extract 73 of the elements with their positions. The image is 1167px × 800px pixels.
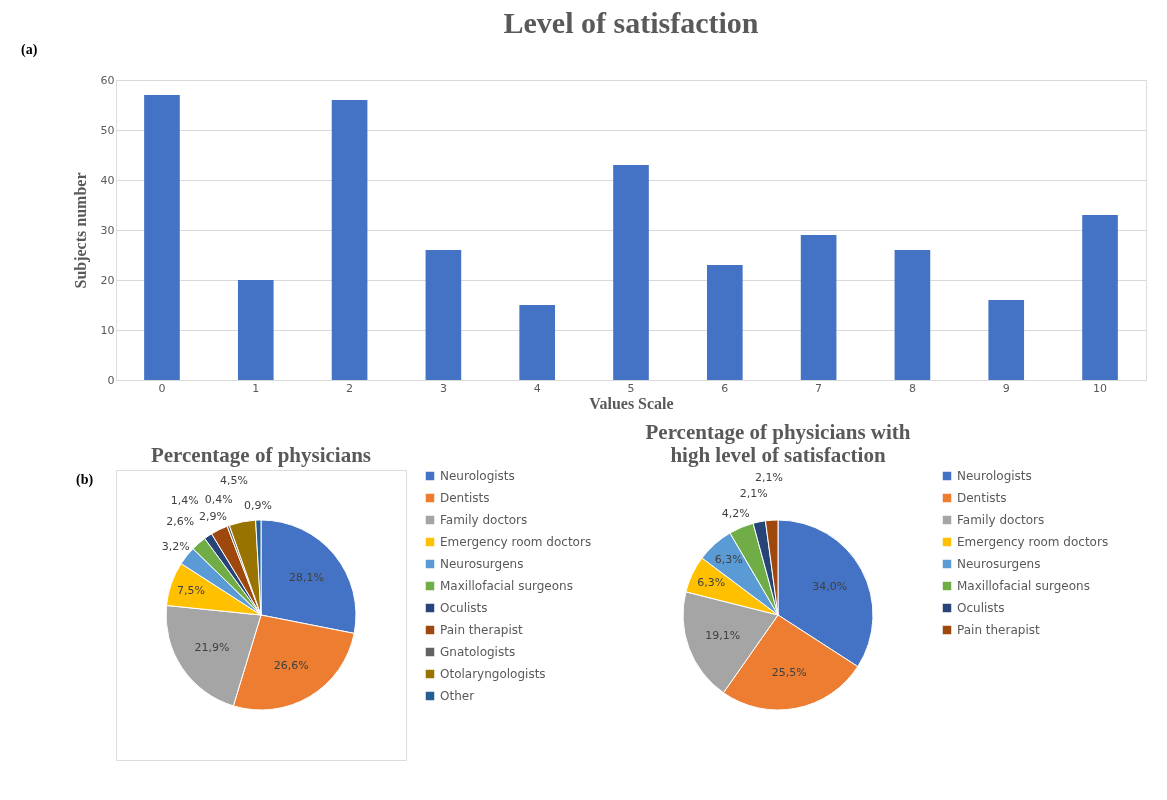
x-tick-label: 10 — [1093, 381, 1108, 395]
data-label: 2,6% — [166, 515, 195, 529]
legend-label: Otolaryngologists — [440, 667, 546, 681]
data-label: 6,3% — [697, 576, 726, 590]
legend-label: Other — [440, 689, 475, 703]
legend-label: Family doctors — [440, 513, 528, 527]
x-tick-label: 7 — [815, 381, 823, 395]
data-label: 2,1% — [739, 487, 768, 501]
bar — [613, 165, 649, 380]
x-tick-label: 8 — [908, 381, 916, 395]
legend-label: Pain therapist — [440, 623, 523, 637]
y-tick-label: 20 — [100, 273, 115, 287]
chart-title: Level of satisfaction — [503, 6, 759, 39]
data-label: 1,4% — [170, 494, 199, 508]
x-tick-label: 4 — [533, 381, 541, 395]
text: (a) — [21, 42, 38, 58]
data-label: 2,9% — [199, 510, 228, 524]
y-tick-label: 50 — [100, 123, 115, 137]
data-label: 21,9% — [194, 640, 230, 654]
data-label: 4,2% — [721, 507, 750, 521]
legend-label: Gnatologists — [440, 645, 516, 659]
legend-label: Emergency room doctors — [957, 535, 1109, 549]
x-tick-label: 2 — [346, 381, 354, 395]
bar — [706, 265, 743, 380]
text: (b) — [76, 472, 94, 488]
bar — [988, 300, 1025, 380]
data-label: 19,1% — [705, 628, 741, 642]
legend-label: Oculists — [957, 601, 1005, 615]
data-label: 7,5% — [177, 583, 206, 597]
bar — [144, 95, 180, 380]
data-label: 6,3% — [714, 552, 743, 566]
legend-label: Neurologists — [440, 469, 515, 483]
chart-title: Percentage of physicians — [150, 443, 372, 467]
bar — [800, 235, 837, 380]
bar — [1082, 215, 1118, 380]
bar — [425, 250, 462, 380]
y-tick-label: 10 — [100, 323, 115, 337]
y-tick-label: 40 — [100, 173, 115, 187]
bar — [519, 305, 556, 380]
y-tick-label: 30 — [100, 223, 115, 237]
data-label: 3,2% — [161, 540, 190, 554]
x-tick-label: 6 — [721, 381, 729, 395]
x-tick-label: 3 — [439, 381, 447, 395]
legend-label: Pain therapist — [957, 623, 1040, 637]
data-label: 26,6% — [273, 658, 309, 672]
data-label: 0,4% — [204, 492, 233, 506]
chart-title: Percentage of physicians with high level of satisfaction — [645, 420, 911, 467]
x-tick-label: 5 — [627, 381, 635, 395]
x-tick-label: 9 — [1002, 381, 1010, 395]
legend-label: Maxillofacial surgeons — [957, 579, 1090, 593]
data-label: 25,5% — [771, 665, 807, 679]
legend-label: Dentists — [440, 491, 490, 505]
bar — [331, 100, 368, 380]
legend-label: Neurosurgens — [957, 557, 1041, 571]
legend-label: Neurologists — [957, 469, 1032, 483]
y-axis-title: Subjects number — [71, 172, 90, 289]
legend-label: Emergency room doctors — [440, 535, 592, 549]
data-label: 2,1% — [754, 471, 783, 485]
legend-label: Neurosurgens — [440, 557, 524, 571]
legend-label: Family doctors — [957, 513, 1045, 527]
x-axis-title: Values Scale — [589, 394, 674, 412]
data-label: 28,1% — [289, 570, 324, 584]
legend-label: Dentists — [957, 491, 1007, 505]
bar — [237, 280, 274, 380]
y-tick-label: 60 — [100, 73, 115, 87]
data-label: 4,5% — [220, 473, 249, 487]
legend-label: Oculists — [440, 601, 488, 615]
data-label: 0,9% — [243, 499, 272, 513]
x-tick-label: 1 — [252, 381, 260, 395]
data-label: 34,0% — [812, 579, 848, 593]
x-tick-label: 0 — [158, 381, 166, 395]
bar — [894, 250, 931, 380]
legend-label: Maxillofacial surgeons — [440, 579, 573, 593]
